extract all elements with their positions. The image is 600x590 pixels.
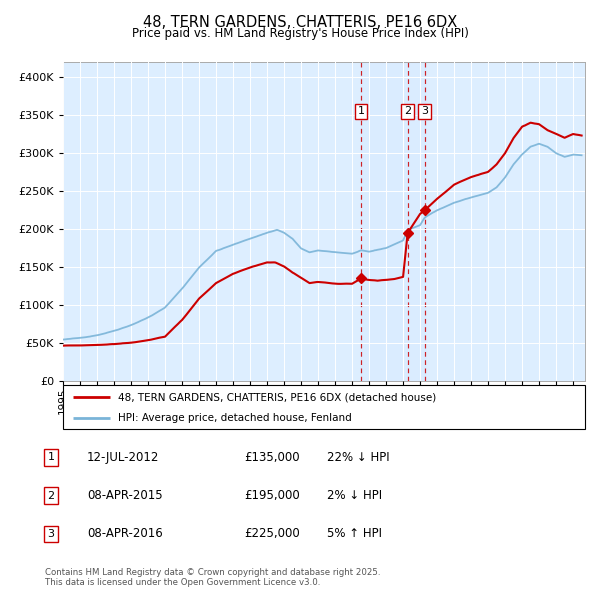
Text: £225,000: £225,000 — [244, 527, 300, 540]
Text: 5% ↑ HPI: 5% ↑ HPI — [327, 527, 382, 540]
Text: 22% ↓ HPI: 22% ↓ HPI — [327, 451, 389, 464]
Text: 08-APR-2016: 08-APR-2016 — [87, 527, 163, 540]
Text: 08-APR-2015: 08-APR-2015 — [87, 489, 163, 502]
FancyBboxPatch shape — [63, 385, 585, 429]
Text: Contains HM Land Registry data © Crown copyright and database right 2025.
This d: Contains HM Land Registry data © Crown c… — [45, 568, 380, 587]
Text: 48, TERN GARDENS, CHATTERIS, PE16 6DX (detached house): 48, TERN GARDENS, CHATTERIS, PE16 6DX (d… — [118, 392, 436, 402]
Text: £195,000: £195,000 — [244, 489, 300, 502]
Text: 3: 3 — [421, 106, 428, 116]
Bar — [361, 62, 425, 381]
Text: 3: 3 — [47, 529, 55, 539]
Text: 1: 1 — [47, 453, 55, 462]
Text: 2: 2 — [404, 106, 411, 116]
Text: HPI: Average price, detached house, Fenland: HPI: Average price, detached house, Fenl… — [118, 413, 352, 423]
Text: Price paid vs. HM Land Registry's House Price Index (HPI): Price paid vs. HM Land Registry's House … — [131, 27, 469, 40]
Text: 1: 1 — [358, 106, 365, 116]
Text: 12-JUL-2012: 12-JUL-2012 — [87, 451, 160, 464]
Text: 48, TERN GARDENS, CHATTERIS, PE16 6DX: 48, TERN GARDENS, CHATTERIS, PE16 6DX — [143, 15, 457, 30]
Text: 2: 2 — [47, 491, 55, 500]
Text: £135,000: £135,000 — [244, 451, 300, 464]
Text: 2% ↓ HPI: 2% ↓ HPI — [327, 489, 382, 502]
